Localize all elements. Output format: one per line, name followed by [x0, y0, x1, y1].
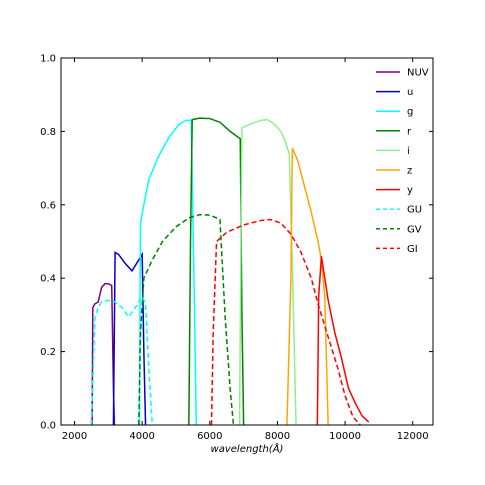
- legend-label-gu: GU: [407, 205, 422, 216]
- x-tick-label: 12000: [397, 431, 429, 442]
- legend-label-z: z: [407, 166, 412, 177]
- legend-label-r: r: [407, 126, 412, 137]
- x-tick-label: 4000: [129, 431, 154, 442]
- legend-label-y: y: [407, 185, 413, 196]
- legend-label-gi: GI: [407, 244, 418, 255]
- series-line-g: [138, 119, 198, 426]
- y-axis: 0.0 0.2 0.4 0.6 0.8 1.0: [40, 54, 433, 432]
- x-tick-label: 8000: [265, 431, 290, 442]
- y-tick-label: 1.0: [40, 54, 56, 65]
- plot-frame: [60, 57, 434, 426]
- legend-label-g: g: [407, 107, 413, 118]
- y-tick-label: 0.2: [40, 347, 56, 358]
- series-line-i: [238, 118, 297, 426]
- legend-label-i: i: [407, 146, 410, 157]
- legend-label-gv: GV: [407, 224, 422, 235]
- y-tick-label: 0.6: [40, 200, 56, 211]
- series-line-gu: [90, 294, 154, 426]
- x-axis: 2000 4000 6000 8000 10000 12000: [62, 58, 429, 442]
- x-tick-label: 6000: [197, 431, 222, 442]
- series-line-u: [112, 251, 147, 426]
- y-tick-label: 0.0: [40, 421, 56, 432]
- y-tick-label: 0.4: [40, 274, 56, 285]
- x-tick-label: 2000: [62, 431, 87, 442]
- series-line-nuv: [91, 282, 116, 426]
- series-line-gi: [210, 218, 361, 426]
- legend-label-nuv: NUV: [407, 68, 429, 79]
- series-line-z: [286, 147, 329, 426]
- y-tick-label: 0.8: [40, 127, 56, 138]
- legend-label-u: u: [407, 87, 413, 98]
- series-line-gv: [138, 213, 235, 426]
- series-line-y: [316, 256, 370, 426]
- x-tick-label: 10000: [329, 431, 361, 442]
- x-axis-label: wavelength(Å): [211, 442, 284, 455]
- series-layer: [90, 117, 370, 426]
